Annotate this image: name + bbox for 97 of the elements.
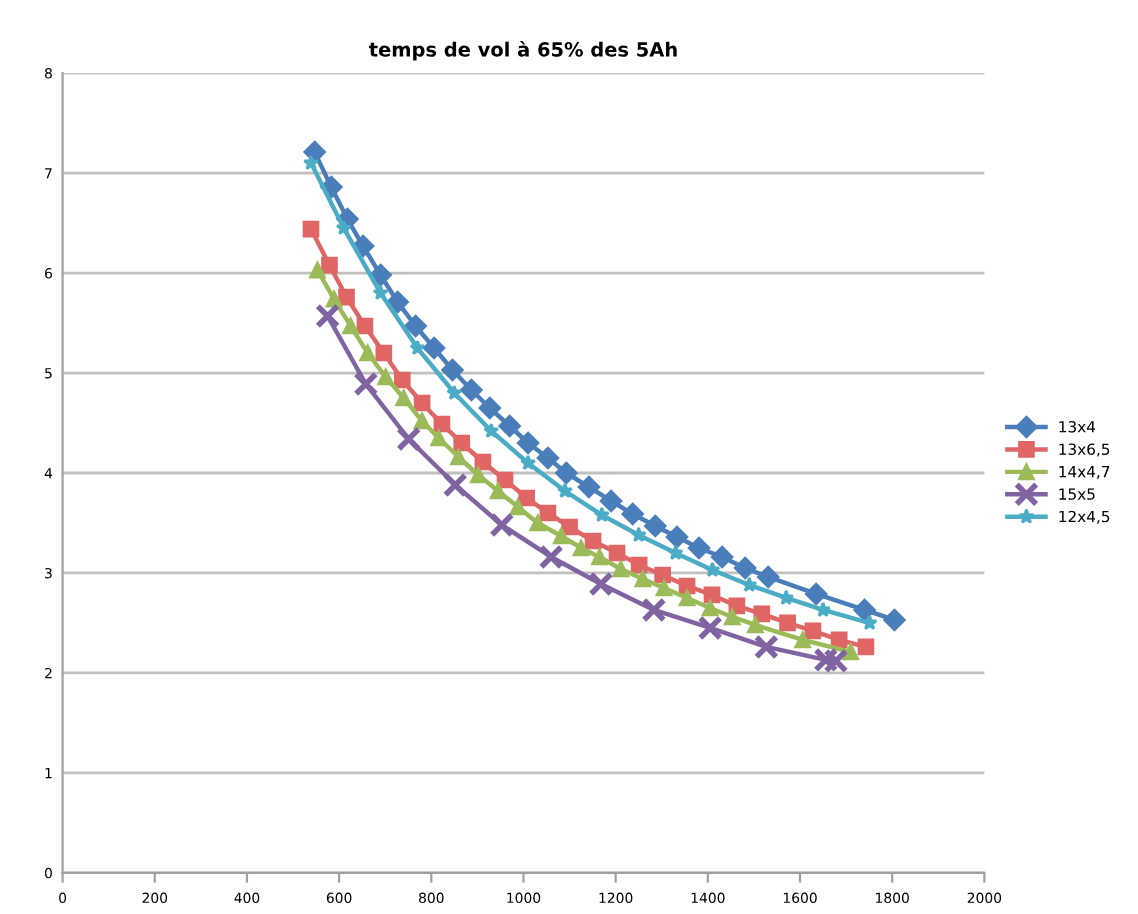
point	[753, 634, 779, 660]
point	[303, 154, 319, 171]
point	[442, 472, 468, 498]
point	[430, 429, 448, 447]
point	[395, 389, 412, 407]
point	[433, 415, 451, 433]
point	[413, 394, 431, 412]
point	[667, 544, 684, 560]
point	[474, 453, 492, 471]
point	[556, 482, 573, 498]
point	[612, 560, 630, 578]
chart-title: temps de vol à 65% des 5Ah	[369, 40, 677, 61]
point	[804, 622, 822, 640]
point	[538, 544, 564, 570]
point	[375, 344, 393, 362]
point	[630, 556, 648, 574]
point	[555, 461, 578, 485]
point	[453, 434, 471, 452]
point	[342, 317, 359, 335]
point	[608, 544, 626, 562]
point	[697, 615, 723, 641]
point	[591, 548, 608, 566]
point	[309, 261, 326, 279]
point	[441, 358, 464, 382]
point	[723, 608, 741, 626]
point	[794, 631, 812, 649]
point	[520, 454, 537, 471]
point	[413, 412, 431, 430]
point	[483, 422, 500, 439]
point	[315, 303, 341, 329]
point	[338, 288, 355, 306]
point	[489, 512, 515, 538]
point	[539, 504, 557, 522]
point	[857, 638, 875, 656]
point	[733, 556, 757, 580]
point	[561, 518, 578, 536]
point	[321, 256, 338, 274]
point	[704, 561, 721, 577]
point	[372, 284, 389, 301]
point	[577, 475, 601, 499]
point	[377, 368, 395, 386]
point	[815, 601, 832, 617]
point	[701, 599, 719, 617]
point	[779, 614, 796, 632]
point	[478, 396, 502, 420]
point	[469, 466, 487, 484]
point	[386, 290, 409, 314]
point	[746, 616, 764, 634]
point	[489, 482, 507, 500]
point	[830, 631, 848, 649]
point	[678, 589, 696, 607]
point	[516, 431, 540, 455]
point	[703, 586, 721, 604]
point	[861, 614, 878, 630]
point	[593, 506, 610, 522]
point	[655, 579, 673, 597]
point	[518, 489, 536, 507]
point	[572, 539, 590, 557]
point	[450, 448, 467, 466]
point	[883, 608, 906, 632]
point	[422, 336, 446, 360]
point	[536, 446, 560, 470]
point	[804, 582, 828, 606]
point	[446, 384, 463, 401]
point	[325, 290, 343, 308]
point	[369, 263, 392, 287]
point	[842, 643, 860, 661]
point	[778, 589, 795, 605]
point	[853, 598, 876, 622]
point	[404, 314, 427, 338]
point	[460, 378, 483, 402]
point	[302, 220, 320, 238]
point	[584, 532, 602, 550]
point	[409, 339, 426, 356]
point	[396, 426, 422, 452]
point	[634, 570, 652, 588]
point	[654, 566, 671, 584]
point	[359, 344, 377, 362]
point	[757, 565, 780, 589]
point	[509, 498, 527, 516]
point	[741, 576, 758, 592]
point	[356, 317, 374, 335]
point	[353, 371, 379, 397]
point	[588, 571, 614, 597]
point	[393, 371, 411, 389]
point	[552, 527, 570, 545]
point	[641, 597, 667, 623]
point	[498, 414, 521, 438]
point	[753, 605, 771, 623]
point	[621, 502, 644, 526]
point	[529, 514, 547, 532]
point	[599, 489, 623, 513]
point	[630, 526, 647, 542]
point	[644, 514, 667, 538]
point	[665, 525, 689, 549]
point	[687, 536, 711, 560]
point	[710, 545, 734, 569]
